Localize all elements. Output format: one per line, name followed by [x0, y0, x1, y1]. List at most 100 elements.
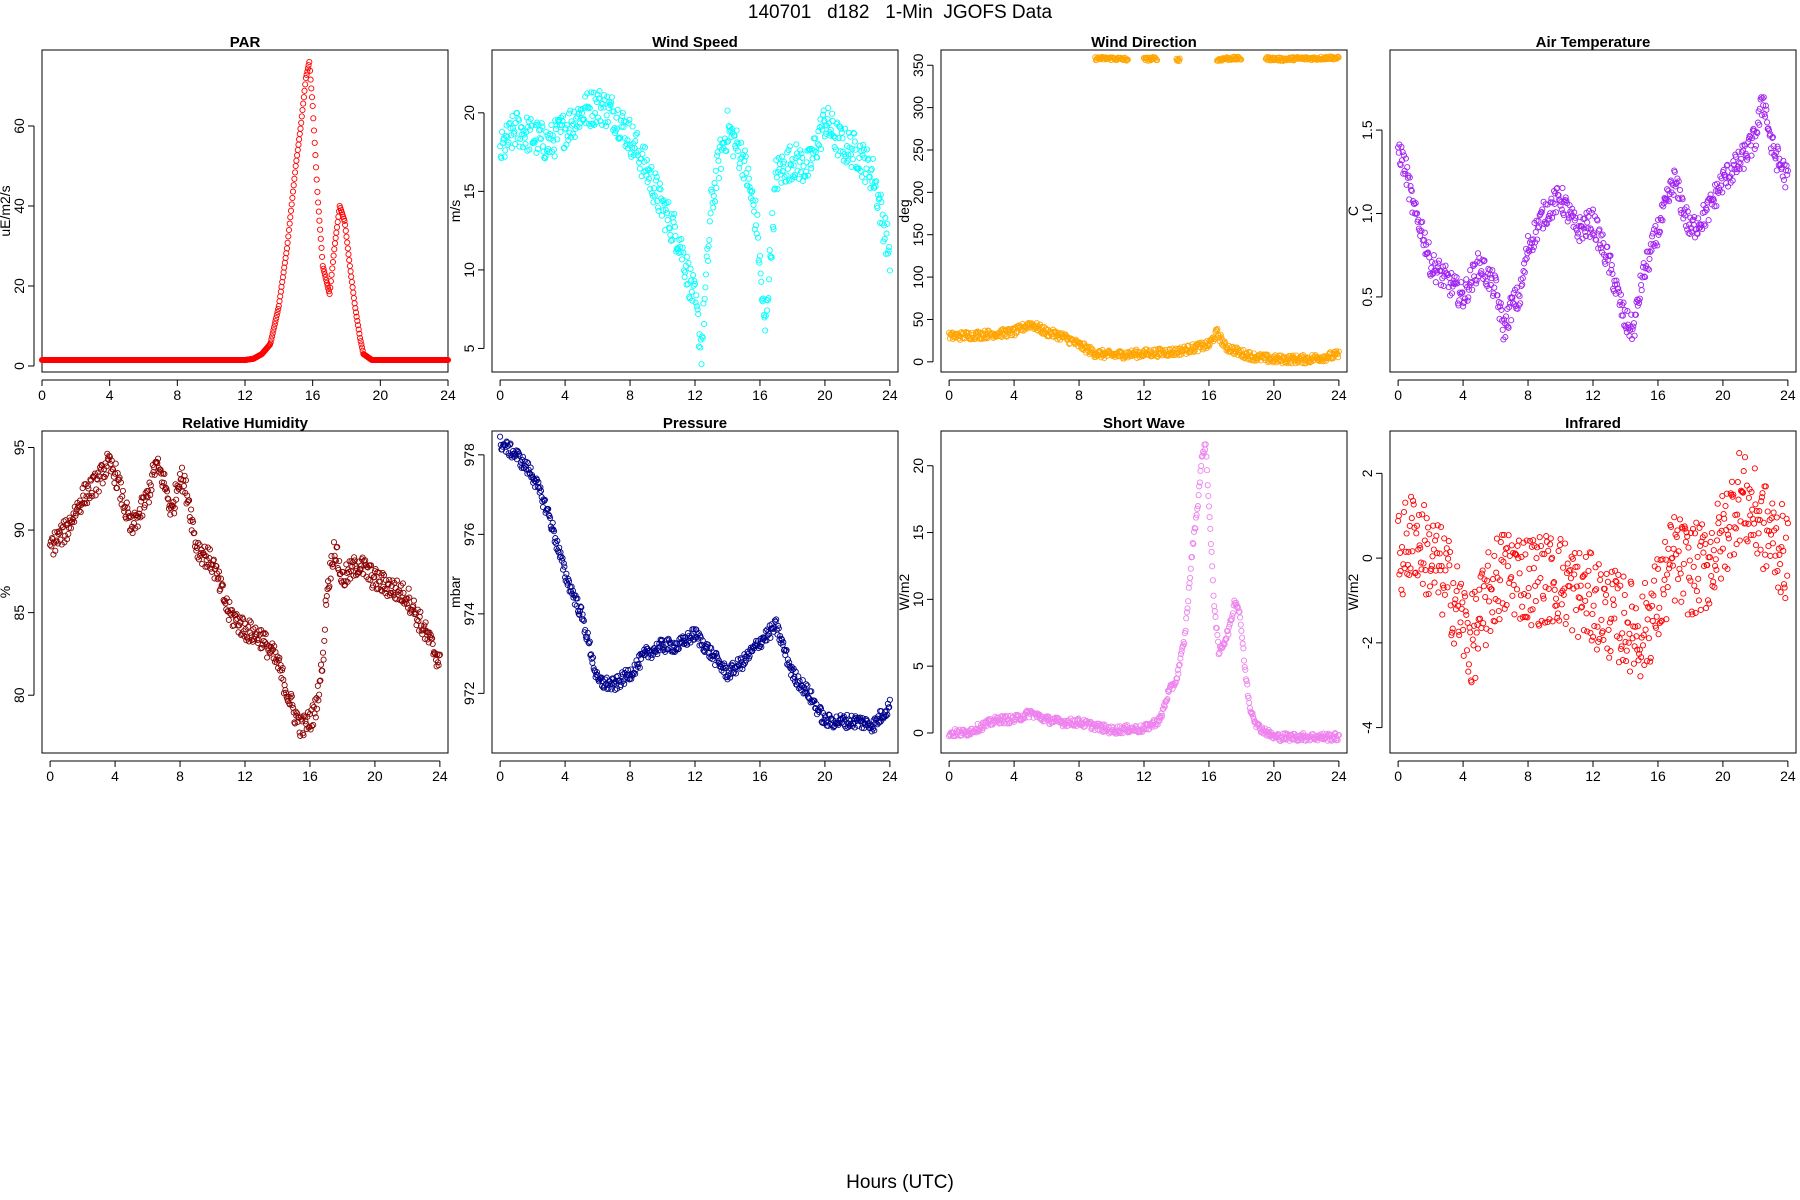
- data-point: [294, 152, 301, 159]
- data-point: [377, 578, 384, 585]
- data-point: [794, 167, 801, 174]
- data-point: [47, 541, 54, 549]
- data-point: [1501, 605, 1508, 612]
- data-point: [1405, 548, 1412, 555]
- data-point: [312, 714, 319, 721]
- data-point: [588, 89, 595, 96]
- data-point: [1133, 354, 1140, 361]
- data-point: [523, 458, 530, 466]
- data-point: [825, 104, 832, 112]
- data-point: [748, 189, 755, 196]
- data-point: [299, 106, 306, 114]
- data-point: [1155, 714, 1162, 721]
- chart-title: Pressure: [663, 415, 727, 432]
- data-point: [791, 678, 799, 685]
- data-point: [1686, 221, 1693, 228]
- data-point: [550, 528, 558, 535]
- data-point: [876, 195, 883, 202]
- y-tick-label: 15: [910, 525, 926, 541]
- data-point: [112, 470, 119, 477]
- y-tick-label: 20: [910, 458, 926, 474]
- data-point: [344, 239, 351, 246]
- data-point: [1480, 583, 1487, 590]
- data-point: [289, 701, 296, 708]
- data-point: [788, 162, 795, 169]
- y-axis-label: W/m2: [1345, 574, 1361, 611]
- data-point: [1214, 631, 1221, 638]
- data-point: [1549, 618, 1556, 625]
- data-point: [1644, 265, 1651, 272]
- data-point: [245, 638, 252, 645]
- data-point: [1443, 545, 1450, 552]
- data-point: [1426, 583, 1434, 590]
- data-point: [1259, 726, 1266, 733]
- x-tick-label: 12: [1585, 387, 1601, 403]
- data-point: [1675, 195, 1682, 202]
- data-point: [1487, 627, 1494, 635]
- data-point: [715, 175, 723, 182]
- data-point: [1646, 255, 1653, 263]
- data-point: [246, 617, 253, 624]
- y-tick-label: -2: [1359, 636, 1375, 649]
- data-point: [833, 713, 840, 720]
- data-point: [1703, 206, 1710, 214]
- data-point: [746, 183, 753, 191]
- data-point: [346, 262, 353, 270]
- data-point: [864, 146, 871, 153]
- data-point: [545, 145, 552, 152]
- data-point: [126, 512, 133, 519]
- data-point: [875, 191, 882, 199]
- data-point: [504, 133, 511, 141]
- data-point: [1733, 169, 1740, 176]
- data-point: [850, 129, 857, 136]
- data-point: [128, 526, 135, 533]
- data-point: [163, 485, 170, 492]
- data-point: [1423, 591, 1430, 598]
- data-point: [756, 259, 763, 266]
- data-point: [586, 638, 593, 645]
- data-point: [1411, 200, 1418, 208]
- data-point: [1442, 567, 1449, 574]
- data-point: [865, 155, 872, 162]
- data-point: [789, 156, 796, 163]
- data-point: [745, 165, 752, 172]
- data-point: [356, 569, 363, 576]
- data-point: [525, 459, 532, 467]
- data-point: [286, 701, 293, 708]
- data-point: [871, 184, 878, 191]
- data-point: [1409, 548, 1416, 555]
- data-point: [1225, 631, 1232, 638]
- data-point: [1452, 606, 1459, 613]
- data-point: [571, 133, 578, 141]
- data-point: [516, 143, 523, 150]
- data-point: [624, 137, 631, 144]
- data-point: [604, 93, 611, 100]
- data-point: [1496, 616, 1503, 623]
- data-point: [198, 546, 205, 553]
- data-point: [563, 121, 571, 128]
- data-point: [1463, 276, 1470, 283]
- data-point: [1400, 561, 1407, 568]
- data-point: [1586, 549, 1593, 556]
- data-point: [79, 485, 86, 492]
- data-point: [328, 553, 335, 560]
- x-tick-label: 24: [1780, 387, 1796, 403]
- data-point: [310, 703, 317, 711]
- data-point: [675, 646, 682, 653]
- data-point: [1172, 679, 1179, 686]
- data-point: [1404, 164, 1411, 171]
- data-point: [632, 670, 639, 677]
- data-point: [1670, 191, 1677, 198]
- data-point: [866, 173, 873, 180]
- x-tick-label: 8: [176, 768, 184, 784]
- y-tick-label: 350: [910, 53, 926, 77]
- y-tick-label: 90: [11, 522, 27, 538]
- data-point: [309, 102, 316, 110]
- data-point: [652, 170, 659, 177]
- data-point: [1213, 625, 1220, 632]
- data-point: [340, 578, 347, 585]
- data-point: [1567, 566, 1574, 574]
- data-point: [1124, 721, 1131, 729]
- data-point: [1279, 736, 1286, 743]
- data-point: [1461, 593, 1469, 600]
